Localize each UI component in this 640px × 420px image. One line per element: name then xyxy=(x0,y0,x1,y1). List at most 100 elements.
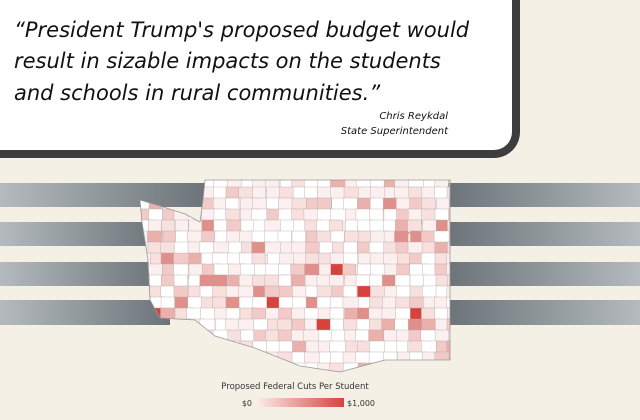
district xyxy=(448,351,450,367)
district xyxy=(266,362,286,372)
district xyxy=(369,208,384,222)
district xyxy=(447,307,450,321)
district xyxy=(161,329,176,345)
district xyxy=(368,329,384,343)
district xyxy=(317,208,332,222)
district xyxy=(446,340,450,354)
district xyxy=(238,296,254,309)
district xyxy=(381,307,398,321)
district xyxy=(446,263,450,279)
district xyxy=(448,197,450,210)
quote-line: result in sizable impacts on the student… xyxy=(14,49,441,73)
district xyxy=(395,374,414,387)
district xyxy=(423,180,437,189)
district xyxy=(369,252,385,265)
district xyxy=(147,362,164,372)
district xyxy=(188,252,203,266)
district xyxy=(410,374,423,389)
district xyxy=(251,252,266,266)
district xyxy=(278,362,294,372)
district xyxy=(396,197,411,211)
district xyxy=(238,186,255,199)
district xyxy=(199,318,216,332)
district xyxy=(447,362,450,372)
district xyxy=(446,318,450,335)
district xyxy=(225,186,241,199)
district xyxy=(436,374,452,386)
district xyxy=(317,197,332,211)
district xyxy=(200,340,215,356)
district xyxy=(213,362,228,372)
district xyxy=(381,362,397,372)
district xyxy=(422,374,440,388)
district xyxy=(447,241,450,254)
district xyxy=(357,362,373,372)
district xyxy=(202,374,219,387)
legend-gradient xyxy=(256,398,344,407)
district xyxy=(357,263,372,276)
district xyxy=(329,340,348,353)
district xyxy=(251,351,269,366)
district xyxy=(160,296,175,309)
district xyxy=(188,351,203,366)
quote-author: Chris Reykdal xyxy=(379,111,448,122)
district xyxy=(397,351,412,365)
district xyxy=(252,340,268,353)
district xyxy=(279,186,295,200)
quote-line: and schools in rural communities.” xyxy=(14,81,381,105)
district xyxy=(160,285,176,298)
district xyxy=(343,197,359,210)
district xyxy=(446,274,450,289)
district xyxy=(140,351,153,366)
district xyxy=(278,197,294,211)
district xyxy=(383,374,397,386)
district xyxy=(370,374,384,388)
district xyxy=(175,351,194,367)
district xyxy=(343,252,358,266)
quote-role: State Superintendent xyxy=(340,126,448,137)
district xyxy=(187,362,204,372)
district xyxy=(253,329,268,343)
district xyxy=(345,219,359,232)
district xyxy=(173,285,188,299)
district xyxy=(330,351,345,364)
district xyxy=(394,180,410,189)
district xyxy=(329,219,343,232)
district xyxy=(342,296,360,310)
district xyxy=(448,180,450,190)
quote-box xyxy=(0,0,520,158)
district xyxy=(239,340,254,354)
district xyxy=(342,285,358,299)
district xyxy=(395,296,411,309)
district xyxy=(421,197,436,210)
district xyxy=(175,329,193,344)
district xyxy=(434,351,450,367)
district xyxy=(173,252,190,266)
district xyxy=(447,374,460,386)
district xyxy=(330,230,345,243)
district xyxy=(147,340,163,354)
district xyxy=(149,374,167,389)
district xyxy=(238,362,253,372)
district xyxy=(137,374,154,386)
district xyxy=(140,340,151,354)
district xyxy=(149,351,165,365)
district xyxy=(370,362,386,372)
district xyxy=(369,340,387,354)
district xyxy=(140,362,153,372)
district xyxy=(355,208,371,222)
district xyxy=(383,351,398,364)
district xyxy=(174,318,192,331)
legend-min: $0 xyxy=(242,399,252,408)
legend-max: $1,000 xyxy=(347,399,375,408)
district xyxy=(407,340,424,353)
legend-title: Proposed Federal Cuts Per Student xyxy=(221,382,369,392)
district xyxy=(163,340,179,356)
district xyxy=(163,362,177,372)
district xyxy=(446,285,450,300)
district xyxy=(163,374,178,386)
district xyxy=(394,274,411,287)
district xyxy=(408,318,422,331)
district xyxy=(226,362,246,372)
